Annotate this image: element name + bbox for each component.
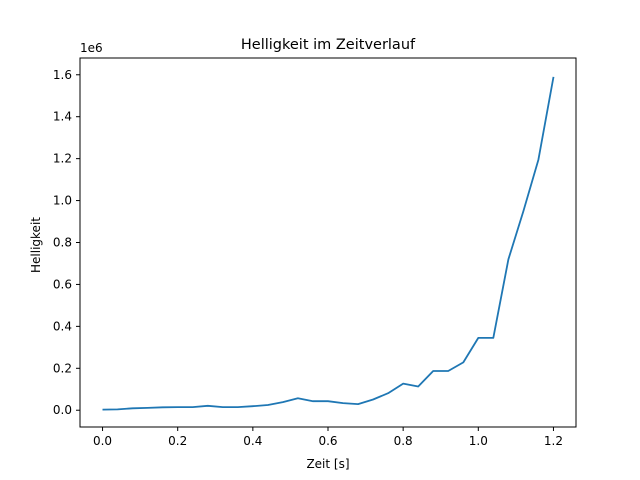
x-tick-label: 1.2: [544, 434, 563, 448]
y-axis-offset-text: 1e6: [80, 41, 103, 55]
x-tick-label: 0.8: [394, 434, 413, 448]
y-tick-label: 1.4: [53, 110, 72, 124]
x-tick-label: 1.0: [469, 434, 488, 448]
plot-area: 0.0 0.2 0.4 0.6 0.8 1.0 1.2 0.0 0.2 0.4 0.6 0.8 1.0 1…: [53, 57, 577, 448]
x-axis-label: Zeit [s]: [306, 457, 349, 471]
x-tick-label: 0.6: [318, 434, 337, 448]
x-tick-label: 0.2: [168, 434, 187, 448]
y-tick-label: 1.2: [53, 152, 72, 166]
y-tick-label: 1.0: [53, 194, 72, 208]
y-tick-label: 0.0: [53, 403, 72, 417]
y-tick-label: 0.8: [53, 236, 72, 250]
y-tick-label: 0.4: [53, 319, 72, 333]
chart-title: Helligkeit im Zeitverlauf: [241, 37, 416, 53]
x-tick-label: 0.4: [243, 434, 262, 448]
y-axis-label: Helligkeit: [29, 217, 43, 273]
series-line-0: [102, 76, 555, 411]
y-tick-label: 0.2: [53, 361, 72, 375]
y-tick-label: 1.6: [53, 68, 72, 82]
y-tick-label: 0.6: [53, 277, 72, 291]
x-tick-label: 0.0: [93, 434, 112, 448]
